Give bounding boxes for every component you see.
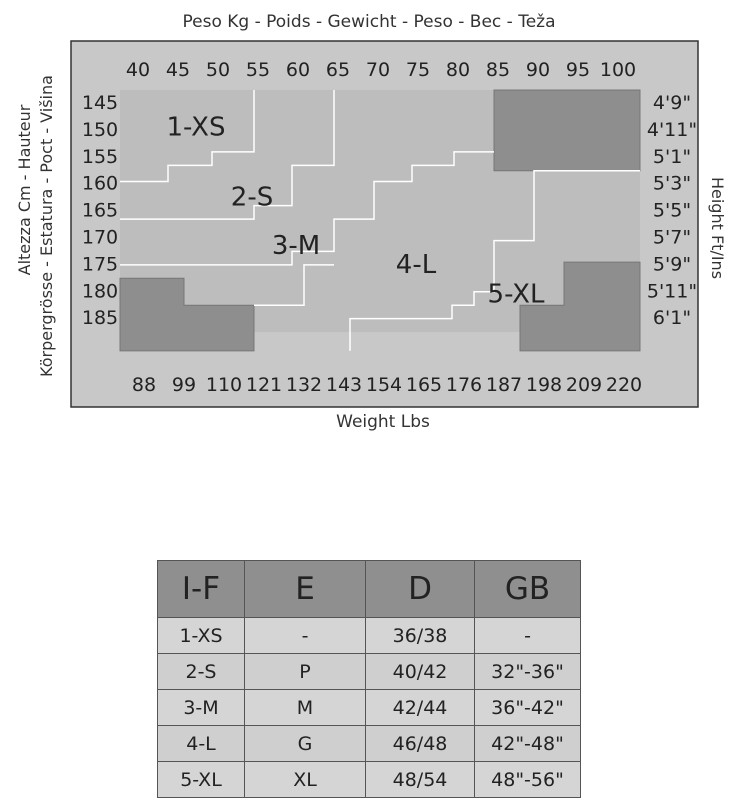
zone-label: 1-XS bbox=[167, 113, 226, 143]
y-tick-ft: 5'5" bbox=[653, 200, 691, 222]
cell-d: 46/48 bbox=[365, 725, 475, 762]
header-gb: GB bbox=[474, 560, 581, 618]
x-tick-kg: 85 bbox=[486, 59, 510, 81]
x-tick-lbs: 88 bbox=[132, 374, 156, 396]
y-tick-cm: 180 bbox=[82, 280, 118, 302]
zone-boundary-line bbox=[120, 90, 335, 220]
y-tick-cm: 165 bbox=[82, 200, 118, 222]
y-tick-cm: 155 bbox=[82, 146, 118, 168]
x-tick-kg: 60 bbox=[286, 59, 310, 81]
x-tick-lbs: 154 bbox=[366, 374, 402, 396]
y-tick-cm: 170 bbox=[82, 227, 118, 249]
cell-e: M bbox=[244, 689, 366, 726]
y-tick-ft: 6'1" bbox=[653, 307, 691, 329]
table-row: 4-L G 46/48 42"-48" bbox=[157, 725, 581, 762]
x-tick-kg: 45 bbox=[166, 59, 190, 81]
cell-gb: 36"-42" bbox=[474, 689, 581, 726]
zone-boundary-line bbox=[349, 169, 640, 351]
zone-label: 4-L bbox=[396, 250, 437, 280]
y-tick-ft: 5'11" bbox=[647, 280, 697, 302]
cell-if: 1-XS bbox=[157, 617, 245, 654]
x-tick-kg: 70 bbox=[366, 59, 390, 81]
y-tick-ft: 5'9" bbox=[653, 253, 691, 275]
cell-d: 42/44 bbox=[365, 689, 475, 726]
table-header-row: I-F E D GB bbox=[157, 560, 581, 618]
y-tick-cm: 145 bbox=[82, 92, 118, 114]
chart-title: Peso Kg - Poids - Gewicht - Peso - Bec -… bbox=[182, 12, 556, 32]
x-tick-lbs: 165 bbox=[406, 374, 442, 396]
y-tick-ft: 5'7" bbox=[653, 227, 691, 249]
x-tick-lbs: 198 bbox=[526, 374, 562, 396]
x-tick-kg: 75 bbox=[406, 59, 430, 81]
table-row: 3-M M 42/44 36"-42" bbox=[157, 689, 581, 726]
x-tick-lbs: 209 bbox=[566, 374, 602, 396]
header-if: I-F bbox=[157, 560, 245, 618]
cell-gb: 48"-56" bbox=[474, 761, 581, 798]
x-tick-kg: 90 bbox=[526, 59, 550, 81]
cell-if: 3-M bbox=[157, 689, 245, 726]
cell-e: G bbox=[244, 725, 366, 762]
cell-gb: 42"-48" bbox=[474, 725, 581, 762]
zone-boundary-line bbox=[120, 90, 255, 183]
x-tick-lbs: 176 bbox=[446, 374, 482, 396]
zone-label: 3-M bbox=[272, 231, 320, 261]
cell-d: 36/38 bbox=[365, 617, 475, 654]
y-tick-ft: 4'9" bbox=[653, 92, 691, 114]
x-tick-lbs: 132 bbox=[286, 374, 322, 396]
x-tick-lbs: 99 bbox=[172, 374, 196, 396]
x-tick-lbs: 187 bbox=[486, 374, 522, 396]
cell-gb: - bbox=[474, 617, 581, 654]
y-tick-ft: 4'11" bbox=[647, 119, 697, 141]
size-conversion-table: I-F E D GB 1-XS - 36/38 - 2-S P 40/42 32… bbox=[157, 560, 581, 798]
header-e: E bbox=[244, 560, 366, 618]
y-tick-cm: 160 bbox=[82, 173, 118, 195]
x-axis-label: Weight Lbs bbox=[336, 412, 430, 432]
uncovered-region bbox=[519, 261, 641, 352]
table-row: 1-XS - 36/38 - bbox=[157, 617, 581, 654]
x-tick-kg: 65 bbox=[326, 59, 350, 81]
y-tick-cm: 175 bbox=[82, 253, 118, 275]
cell-if: 4-L bbox=[157, 725, 245, 762]
zone-label: 2-S bbox=[231, 183, 273, 213]
x-tick-kg: 80 bbox=[446, 59, 470, 81]
x-tick-kg: 95 bbox=[566, 59, 590, 81]
table-row: 2-S P 40/42 32"-36" bbox=[157, 653, 581, 690]
cell-e: - bbox=[244, 617, 366, 654]
x-tick-lbs: 220 bbox=[606, 374, 642, 396]
cell-if: 5-XL bbox=[157, 761, 245, 798]
x-tick-lbs: 143 bbox=[326, 374, 362, 396]
uncovered-region bbox=[493, 89, 641, 172]
y-axis-label-left-2: Körpergrösse - Estatura - Poct - Višina bbox=[37, 75, 56, 377]
x-tick-kg: 100 bbox=[600, 59, 636, 81]
y-axis-label-left-1: Altezza Cm - Hauteur bbox=[15, 104, 34, 275]
cell-if: 2-S bbox=[157, 653, 245, 690]
y-tick-cm: 185 bbox=[82, 307, 118, 329]
x-tick-kg: 40 bbox=[126, 59, 150, 81]
zone-boundary-line bbox=[254, 264, 334, 306]
zone-boundary-line bbox=[120, 151, 494, 266]
x-tick-kg: 55 bbox=[246, 59, 270, 81]
x-tick-kg: 50 bbox=[206, 59, 230, 81]
header-d: D bbox=[365, 560, 475, 618]
y-axis-label-right: Height Ft/Ins bbox=[708, 177, 727, 279]
y-tick-ft: 5'3" bbox=[653, 173, 691, 195]
y-tick-cm: 150 bbox=[82, 119, 118, 141]
y-tick-ft: 5'1" bbox=[653, 146, 691, 168]
cell-e: P bbox=[244, 653, 366, 690]
cell-d: 40/42 bbox=[365, 653, 475, 690]
table-row: 5-XL XL 48/54 48"-56" bbox=[157, 761, 581, 798]
cell-d: 48/54 bbox=[365, 761, 475, 798]
zone-label: 5-XL bbox=[488, 280, 545, 310]
cell-gb: 32"-36" bbox=[474, 653, 581, 690]
cell-e: XL bbox=[244, 761, 366, 798]
x-tick-lbs: 110 bbox=[206, 374, 242, 396]
x-tick-lbs: 121 bbox=[246, 374, 282, 396]
